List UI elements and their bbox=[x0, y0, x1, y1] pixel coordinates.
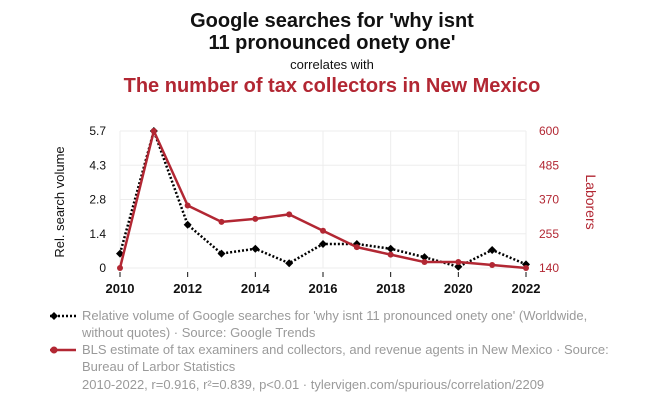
data-point-search-volume bbox=[386, 244, 395, 253]
series-tax-collectors bbox=[117, 128, 529, 271]
data-point-tax-collectors bbox=[117, 265, 123, 271]
y-axis-label-right: Laborers bbox=[583, 174, 599, 229]
x-tick-label: 2020 bbox=[444, 281, 473, 296]
y-tick-label-left: 4.3 bbox=[89, 158, 106, 172]
chart-title-line1: Google searches for 'why isnt bbox=[190, 10, 474, 32]
correlates-with-label: correlates with bbox=[290, 57, 374, 72]
chart-title-line2: 11 pronounced onety one' bbox=[208, 32, 456, 54]
data-point-tax-collectors bbox=[387, 251, 394, 258]
data-point-tax-collectors bbox=[184, 202, 191, 209]
y-tick-label-right: 370 bbox=[539, 193, 559, 207]
y-tick-label-right: 600 bbox=[539, 124, 559, 138]
x-tick-label: 2018 bbox=[376, 281, 405, 296]
data-point-tax-collectors bbox=[353, 244, 360, 251]
chart-title-secondary: The number of tax collectors in New Mexi… bbox=[123, 75, 541, 97]
data-point-search-volume bbox=[285, 259, 294, 268]
y-tick-label-right: 140 bbox=[539, 261, 559, 275]
data-point-tax-collectors bbox=[252, 215, 259, 222]
data-point-tax-collectors bbox=[455, 259, 462, 266]
data-point-tax-collectors bbox=[150, 128, 157, 134]
x-tick-label: 2016 bbox=[309, 281, 338, 296]
y-axis-label-left: Rel. search volume bbox=[52, 146, 67, 257]
legend-marker-diamond-icon bbox=[50, 312, 76, 320]
y-tick-label-right: 255 bbox=[539, 227, 559, 241]
data-point-tax-collectors bbox=[218, 218, 225, 225]
legend-label-tax-collectors: BLS estimate of tax examiners and collec… bbox=[82, 342, 609, 374]
data-point-search-volume bbox=[217, 249, 226, 258]
data-point-tax-collectors bbox=[523, 265, 529, 271]
data-point-tax-collectors bbox=[421, 259, 428, 266]
data-point-tax-collectors bbox=[489, 262, 496, 269]
data-point-search-volume bbox=[251, 244, 260, 253]
legend-label-search-volume: Relative volume of Google searches for '… bbox=[82, 308, 588, 340]
data-point-search-volume bbox=[183, 220, 192, 229]
data-point-search-volume bbox=[319, 239, 327, 248]
y-tick-label-left: 0 bbox=[99, 261, 106, 275]
x-tick-label: 2022 bbox=[512, 281, 541, 296]
y-tick-label-right: 485 bbox=[539, 158, 559, 172]
x-tick-label: 2014 bbox=[241, 281, 271, 296]
gridlines bbox=[119, 130, 527, 269]
footer-stats: 2010-2022, r=0.916, r²=0.839, p<0.01 · t… bbox=[82, 377, 545, 392]
y-tick-label-left: 2.8 bbox=[89, 193, 106, 207]
axis-ticks: 0 140 1.4 255 2.8 370 4.3 485 5.7 600 2010 2012 2014… bbox=[89, 124, 559, 296]
data-point-tax-collectors bbox=[286, 211, 293, 218]
y-tick-label-left: 5.7 bbox=[89, 124, 106, 138]
legend-marker-circle-icon bbox=[50, 346, 76, 354]
data-point-search-volume bbox=[420, 253, 429, 262]
data-point-search-volume bbox=[488, 245, 497, 254]
y-tick-label-left: 1.4 bbox=[89, 227, 106, 241]
data-point-search-volume bbox=[454, 262, 463, 271]
data-point-tax-collectors bbox=[320, 227, 326, 234]
x-tick-label: 2010 bbox=[106, 281, 135, 296]
x-tick-label: 2012 bbox=[173, 281, 202, 296]
